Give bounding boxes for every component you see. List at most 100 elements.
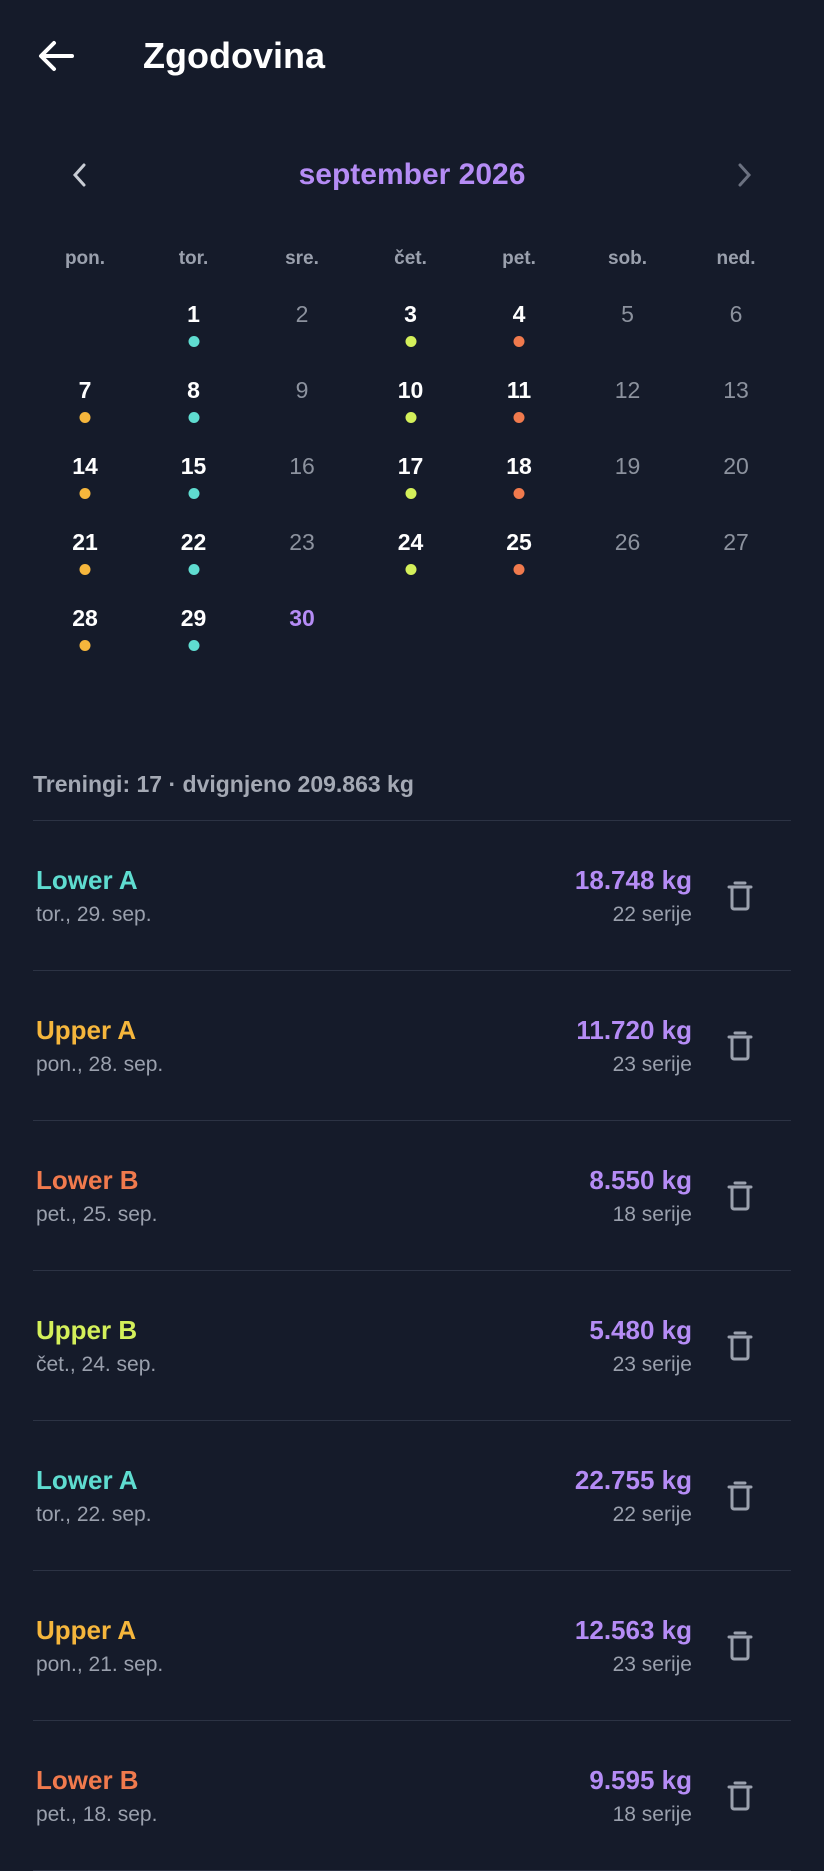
calendar-day[interactable]: 25 xyxy=(506,529,532,555)
delete-button[interactable] xyxy=(722,1778,758,1814)
workout-dot xyxy=(79,412,91,423)
screen: Zgodovina september 2026 Treningi: 17 · … xyxy=(33,35,791,1871)
workout-name[interactable]: Upper A xyxy=(36,1615,137,1645)
workout-volume: 8.550 kg xyxy=(589,1165,692,1195)
workout-volume: 5.480 kg xyxy=(589,1315,692,1345)
workout-sets: 18 serije xyxy=(612,1803,692,1826)
workout-dot xyxy=(79,564,91,575)
prev-month[interactable] xyxy=(68,161,92,189)
weekday-label: pet. xyxy=(502,248,536,269)
workout-date: pet., 18. sep. xyxy=(36,1803,158,1826)
workout-volume: 22.755 kg xyxy=(574,1465,692,1495)
calendar-day[interactable]: 3 xyxy=(404,301,417,327)
calendar-day[interactable]: 10 xyxy=(397,377,424,403)
weekday-label: pon. xyxy=(64,248,106,269)
calendar-day[interactable]: 26 xyxy=(614,529,641,555)
divider xyxy=(33,820,791,821)
workout-name[interactable]: Upper A xyxy=(36,1015,137,1045)
calendar-day[interactable]: 24 xyxy=(397,529,424,555)
weekday-label: sre. xyxy=(285,248,319,269)
workout-name[interactable]: Lower A xyxy=(36,1465,138,1495)
calendar-day[interactable]: 4 xyxy=(512,301,526,327)
calendar-day[interactable]: 15 xyxy=(180,453,207,479)
weekday-label: tor. xyxy=(178,248,209,269)
workout-dot xyxy=(188,488,199,499)
workout-dot xyxy=(188,640,199,651)
workout-sets: 18 serije xyxy=(612,1203,692,1226)
calendar-day[interactable]: 6 xyxy=(729,301,743,327)
workout-sets: 23 serije xyxy=(612,1353,692,1376)
divider xyxy=(33,1720,791,1721)
workout-dot xyxy=(405,412,416,423)
calendar-day[interactable]: 7 xyxy=(78,377,92,403)
workout-name[interactable]: Lower B xyxy=(36,1165,139,1195)
calendar-day[interactable]: 1 xyxy=(187,301,200,327)
calendar-day[interactable]: 17 xyxy=(397,453,424,479)
workout-dot xyxy=(513,412,525,423)
workout-sets: 23 serije xyxy=(612,1653,692,1676)
calendar-day[interactable]: 30 xyxy=(289,605,315,631)
divider xyxy=(33,1570,791,1571)
calendar-day[interactable]: 20 xyxy=(723,453,749,479)
calendar-day[interactable]: 5 xyxy=(621,301,634,327)
calendar-day[interactable]: 12 xyxy=(614,377,641,403)
calendar-day[interactable]: 13 xyxy=(723,377,749,403)
workout-dot xyxy=(79,640,91,651)
workout-name[interactable]: Lower B xyxy=(36,1765,139,1795)
workout-dot xyxy=(513,488,525,499)
workout-date: pon., 28. sep. xyxy=(36,1053,164,1076)
workout-sets: 22 serije xyxy=(612,1503,692,1526)
workout-volume: 9.595 kg xyxy=(589,1765,692,1795)
workout-date: pet., 25. sep. xyxy=(36,1203,158,1226)
workout-date: čet., 24. sep. xyxy=(36,1353,157,1376)
workout-dot xyxy=(405,488,416,499)
delete-button[interactable] xyxy=(722,1028,758,1064)
summary: Treningi: 17 · dvignjeno 209.863 kg xyxy=(33,771,414,797)
calendar-day[interactable]: 22 xyxy=(180,529,207,555)
calendar-day[interactable]: 16 xyxy=(289,453,315,479)
calendar-day[interactable]: 18 xyxy=(506,453,532,479)
weekday-label: ned. xyxy=(716,248,756,269)
weekday-label: sob. xyxy=(607,248,648,269)
calendar-day[interactable]: 21 xyxy=(72,529,98,555)
delete-button[interactable] xyxy=(722,1478,758,1514)
divider xyxy=(33,1120,791,1121)
workout-name[interactable]: Upper B xyxy=(36,1315,138,1345)
calendar-day[interactable]: 9 xyxy=(295,377,309,403)
workout-volume: 18.748 kg xyxy=(574,865,692,895)
workout-date: pon., 21. sep. xyxy=(36,1653,164,1676)
calendar-day[interactable]: 11 xyxy=(506,377,532,403)
workout-dot xyxy=(188,564,199,575)
workout-date: tor., 22. sep. xyxy=(36,1503,152,1526)
month-title: september 2026 xyxy=(298,158,526,191)
workout-name[interactable]: Lower A xyxy=(36,865,138,895)
calendar-day[interactable]: 19 xyxy=(614,453,641,479)
divider xyxy=(33,1420,791,1421)
workout-date: tor., 29. sep. xyxy=(36,903,152,926)
calendar-day[interactable]: 14 xyxy=(72,453,98,479)
delete-button[interactable] xyxy=(722,878,758,914)
calendar-day[interactable]: 23 xyxy=(289,529,315,555)
delete-button[interactable] xyxy=(722,1178,758,1214)
delete-button[interactable] xyxy=(722,1628,758,1664)
workout-sets: 22 serije xyxy=(612,903,692,926)
divider xyxy=(33,970,791,971)
calendar-day[interactable]: 8 xyxy=(187,377,200,403)
workout-dot xyxy=(513,336,525,347)
workout-volume: 11.720 kg xyxy=(576,1015,692,1045)
calendar-day[interactable]: 28 xyxy=(72,605,98,631)
back-button[interactable] xyxy=(36,38,76,74)
workout-dot xyxy=(405,564,416,575)
next-month[interactable] xyxy=(732,161,756,189)
divider xyxy=(33,1270,791,1271)
page-title: Zgodovina xyxy=(143,35,325,76)
delete-button[interactable] xyxy=(722,1328,758,1364)
weekday-label: čet. xyxy=(394,248,427,269)
workout-dot xyxy=(405,336,416,347)
workout-sets: 23 serije xyxy=(612,1053,692,1076)
workout-dot xyxy=(513,564,525,575)
workout-dot xyxy=(188,336,199,347)
calendar-day[interactable]: 2 xyxy=(295,301,309,327)
calendar-day[interactable]: 29 xyxy=(180,605,207,631)
calendar-day[interactable]: 27 xyxy=(723,529,749,555)
